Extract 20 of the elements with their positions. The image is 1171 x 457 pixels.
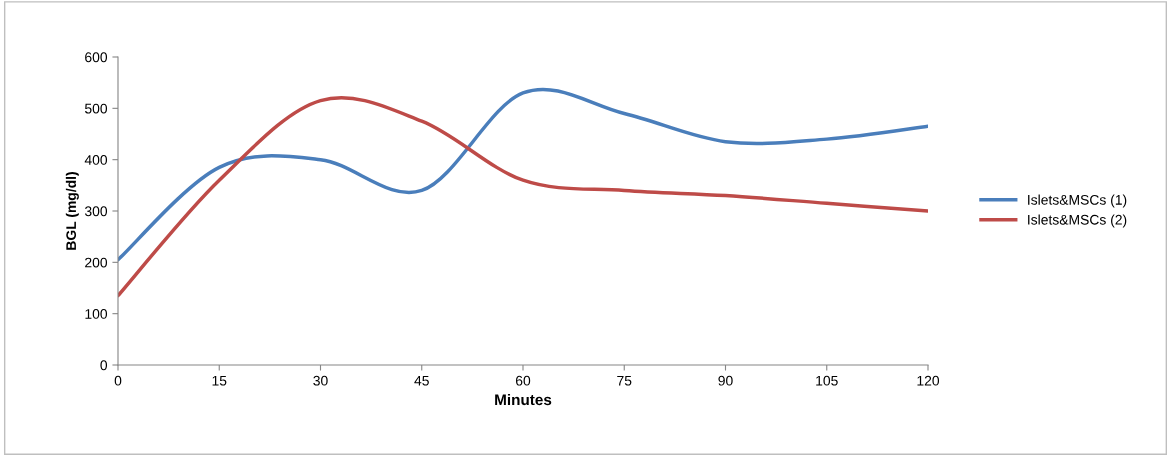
y-tick-label: 500 <box>84 103 108 114</box>
y-tick-label: 0 <box>100 360 108 371</box>
legend-label: Islets&MSCs (2) <box>1028 214 1127 228</box>
x-tick-label: 60 <box>515 375 531 386</box>
y-tick-label: 100 <box>85 309 108 319</box>
y-tick-label: 600 <box>85 52 108 63</box>
x-tick-label: 90 <box>718 375 733 386</box>
x-tick-label: 120 <box>917 375 940 386</box>
y-axis-title: BGL (mg/dl) <box>65 172 79 250</box>
x-tick-label: 0 <box>114 375 122 386</box>
x-axis-title: Minutes <box>495 393 552 406</box>
x-tick-label: 15 <box>212 375 227 386</box>
y-tick-label: 200 <box>85 257 108 268</box>
y-tick-label: 400 <box>84 155 108 165</box>
y-tick-label: 300 <box>84 206 108 217</box>
x-tick-label: 75 <box>617 375 632 386</box>
x-tick-label: 30 <box>313 375 328 386</box>
legend-label: Islets&MSCs (1) <box>1028 194 1127 208</box>
x-tick-label: 105 <box>816 375 838 386</box>
x-tick-label: 45 <box>414 375 429 386</box>
